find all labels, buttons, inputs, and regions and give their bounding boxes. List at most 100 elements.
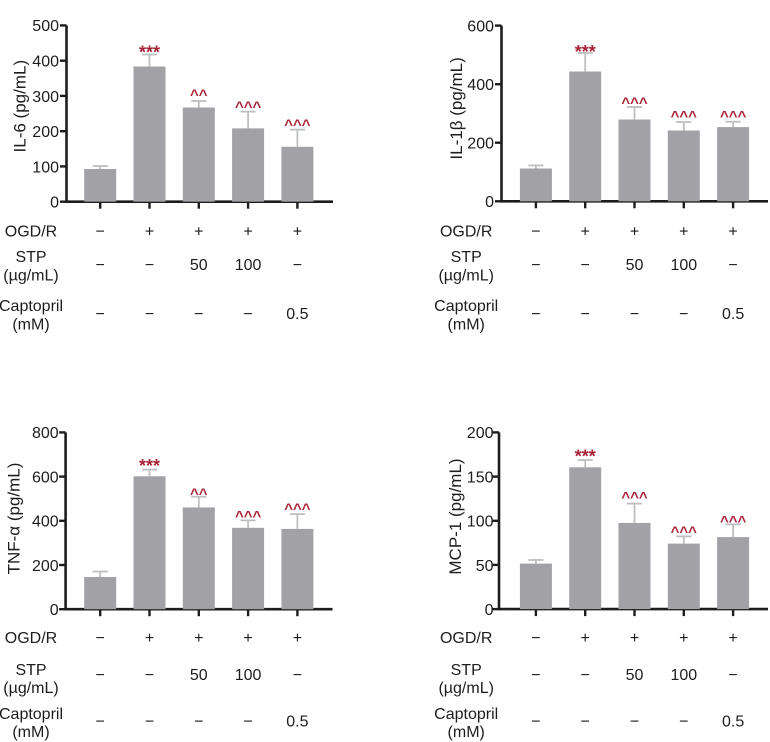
svg-text:^^^: ^^^ [671,524,698,541]
svg-text:−: − [531,713,540,730]
svg-text:−: − [531,257,540,274]
svg-text:−: − [679,306,688,323]
svg-text:−: − [96,630,105,647]
svg-text:+: + [293,630,302,647]
svg-text:Captopril: Captopril [434,298,498,315]
svg-text:0.5: 0.5 [286,306,308,323]
svg-text:−: − [531,223,540,240]
svg-text:−: − [581,713,590,730]
svg-text:−: − [581,306,590,323]
svg-text:IL-6 (pg/mL): IL-6 (pg/mL) [11,60,30,153]
svg-text:−: − [96,713,105,730]
svg-text:+: + [630,223,639,240]
svg-text:+: + [145,630,154,647]
svg-text:200: 200 [467,425,494,442]
svg-text:+: + [728,630,737,647]
svg-text:800: 800 [32,425,59,442]
svg-text:STP: STP [15,249,46,266]
svg-text:0: 0 [485,602,494,619]
svg-text:400: 400 [467,77,494,94]
svg-text:−: − [293,257,302,274]
svg-text:0: 0 [50,195,59,212]
svg-text:STP: STP [451,662,482,679]
svg-text:50: 50 [476,558,494,575]
svg-text:^^^: ^^^ [720,108,747,125]
svg-text:^^^: ^^^ [284,117,311,134]
svg-text:^^: ^^ [190,86,208,103]
svg-text:100: 100 [235,667,262,684]
svg-text:0.5: 0.5 [722,306,744,323]
svg-text:−: − [630,306,639,323]
svg-text:(mM): (mM) [448,724,485,741]
svg-text:50: 50 [190,667,208,684]
svg-text:+: + [679,630,688,647]
svg-text:+: + [194,223,203,240]
svg-text:100: 100 [32,159,59,176]
svg-text:0: 0 [485,194,494,211]
svg-text:−: − [293,667,302,684]
svg-text:TNF-α (pg/mL): TNF-α (pg/mL) [4,463,23,575]
svg-text:200: 200 [32,558,59,575]
svg-text:−: − [630,713,639,730]
svg-text:IL-1β (pg/mL): IL-1β (pg/mL) [447,57,466,159]
svg-text:(µg/mL): (µg/mL) [3,680,58,697]
svg-text:−: − [679,713,688,730]
svg-text:−: − [96,667,105,684]
svg-text:0.5: 0.5 [722,713,744,730]
svg-text:OGD/R: OGD/R [440,630,492,647]
svg-text:***: *** [575,42,596,62]
svg-text:−: − [728,667,737,684]
svg-text:−: − [531,306,540,323]
svg-text:−: − [145,306,154,323]
svg-text:−: − [96,257,105,274]
svg-text:^^: ^^ [190,486,208,503]
svg-text:+: + [243,223,252,240]
svg-text:0: 0 [50,602,59,619]
svg-text:−: − [531,667,540,684]
svg-text:50: 50 [626,667,644,684]
svg-text:+: + [581,223,590,240]
svg-text:−: − [96,223,105,240]
svg-text:^^^: ^^^ [284,501,311,518]
svg-text:50: 50 [190,257,208,274]
svg-text:+: + [194,630,203,647]
svg-text:^^^: ^^^ [621,95,648,112]
svg-text:50: 50 [626,257,644,274]
svg-text:+: + [293,223,302,240]
svg-text:STP: STP [451,249,482,266]
svg-text:OGD/R: OGD/R [440,223,492,240]
svg-text:Captopril: Captopril [0,298,63,315]
svg-text:−: − [531,630,540,647]
svg-text:400: 400 [32,514,59,531]
svg-text:Captopril: Captopril [434,706,498,723]
svg-text:500: 500 [32,18,59,35]
svg-text:STP: STP [15,662,46,679]
svg-text:(µg/mL): (µg/mL) [438,680,493,697]
svg-text:OGD/R: OGD/R [5,223,57,240]
svg-text:0.5: 0.5 [286,713,308,730]
svg-text:+: + [145,223,154,240]
svg-text:^^^: ^^^ [720,513,747,530]
svg-text:150: 150 [467,469,494,486]
svg-text:−: − [145,667,154,684]
svg-text:−: − [194,306,203,323]
svg-text:100: 100 [670,667,697,684]
svg-text:100: 100 [467,514,494,531]
svg-text:MCP-1 (pg/mL): MCP-1 (pg/mL) [446,458,465,574]
svg-text:(µg/mL): (µg/mL) [438,267,493,284]
svg-text:−: − [96,306,105,323]
svg-text:Captopril: Captopril [0,706,63,723]
svg-text:***: *** [139,42,160,62]
svg-text:−: − [243,713,252,730]
svg-text:^^^: ^^^ [235,508,262,525]
svg-text:^^^: ^^^ [671,108,698,125]
svg-text:600: 600 [32,469,59,486]
svg-text:^^^: ^^^ [235,99,262,116]
svg-text:+: + [679,223,688,240]
svg-text:***: *** [139,456,160,476]
svg-text:100: 100 [670,257,697,274]
svg-text:200: 200 [467,136,494,153]
svg-text:200: 200 [32,124,59,141]
svg-text:−: − [728,257,737,274]
svg-text:OGD/R: OGD/R [5,630,57,647]
